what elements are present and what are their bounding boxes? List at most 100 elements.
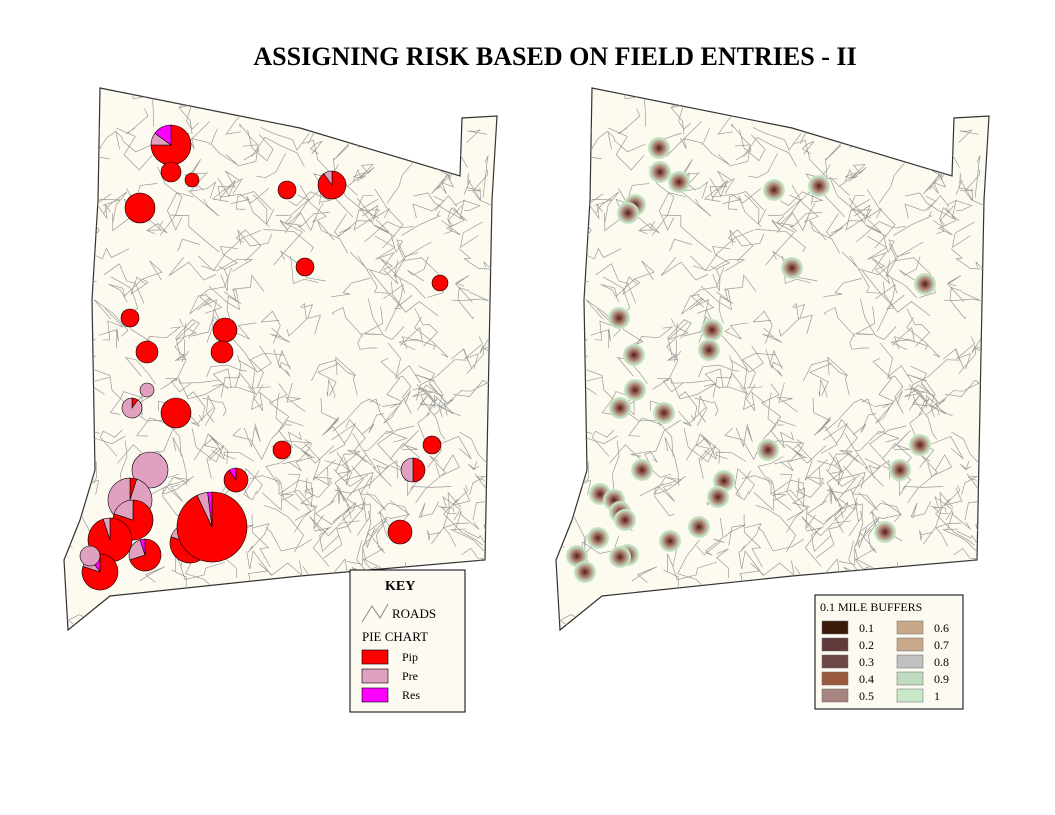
pie-symbol [160,161,182,183]
key-label: Pip [402,650,418,664]
pie-symbol [87,517,133,563]
pie-slice [272,440,292,460]
buffer [624,379,646,401]
pie-slice [121,397,143,419]
pie-symbol [120,308,140,328]
buffer-label: 0.5 [859,689,874,703]
pie-symbol [121,397,143,419]
buffer [617,202,639,224]
pie-slice [150,124,192,166]
pie-symbol [79,545,101,567]
buffer [688,516,710,538]
pie-slice [160,161,182,183]
buffer [614,509,636,531]
buffer [574,561,596,583]
buffer [701,319,723,341]
key-title: KEY [385,579,415,594]
buffer [587,527,609,549]
buffer-label: 0.2 [859,638,874,652]
pie-symbol [135,340,159,364]
pie-symbol [387,519,413,545]
buffer [608,307,630,329]
pie-slice [228,467,237,481]
pie-slice [124,192,156,224]
buffer [653,402,675,424]
buffer-swatch [821,654,849,669]
buffer [757,439,779,461]
pie-slice [120,308,140,328]
buffer [698,339,720,361]
county [555,87,990,632]
buffer [763,179,785,201]
key-swatch [361,668,389,684]
pie-slice [154,124,172,146]
pie-symbol [223,467,249,493]
pie-symbol [128,538,162,572]
buffer [609,397,631,419]
pie-slice [295,257,315,277]
pie-slice [212,317,238,343]
roads-label: ROADS [392,606,436,621]
pie-symbol [139,382,155,398]
buffer-swatch [821,671,849,686]
road-icon [361,603,389,623]
buffer-label: 0.4 [859,672,874,686]
buffer-label: 0.1 [859,621,874,635]
pie-symbol [210,340,234,364]
pie-slice [129,538,162,572]
pie-slice [176,491,248,563]
key-label: Res [402,688,420,702]
pie-slice [277,180,297,200]
pie-slice [422,435,442,455]
pie-symbol [277,180,297,200]
pie-title: PIE CHART [362,629,428,644]
buffer-label: 0.9 [934,672,949,686]
pie-slice [79,545,101,567]
pie-symbol [272,440,292,460]
buffer-swatch [821,620,849,635]
pie-symbol [150,124,192,166]
pie-slice [131,451,169,489]
buffer [659,530,681,552]
right-map [555,87,990,632]
pie-slice [412,457,426,483]
buffer-swatch [821,637,849,652]
buffer [649,161,671,183]
buffer [808,175,830,197]
pie-slice [387,519,413,545]
buffer-label: 0.3 [859,655,874,669]
pie-symbol [131,451,169,489]
buffer-swatch [821,688,849,703]
pie-symbol [212,317,238,343]
pie-slice [160,397,192,429]
buffer [707,486,729,508]
buffer-swatch [896,688,924,703]
buffer-label: 0.8 [934,655,949,669]
county [63,87,498,632]
buffer [781,257,803,279]
key-swatch [361,649,389,665]
buffer-swatch [896,620,924,635]
buffer-legend: 0.1 MILE BUFFERS 0.1 0.2 0.3 0.4 0.5 0.6 0.7 0.… [814,594,964,710]
pie-slice [323,170,333,186]
buffer-label: 0.7 [934,638,949,652]
pie-symbol [400,457,426,483]
legend-title: 0.1 MILE BUFFERS [820,600,922,614]
pie-symbol [184,172,200,188]
buffer-label: 0.6 [934,621,949,635]
buffer [609,546,631,568]
buffer [631,459,653,481]
title: ASSIGNING RISK BASED ON FIELD ENTRIES - … [253,42,856,71]
pie-slice [210,340,234,364]
buffer-label: 1 [934,689,940,703]
pie-symbol [160,397,192,429]
buffer-swatch [896,637,924,652]
buffer [914,273,936,295]
pie-symbol [431,274,449,292]
pie-key: KEY ROADS PIE CHART Pip Pre Res [349,569,466,713]
pie-slice [139,538,146,556]
pie-symbol [124,192,156,224]
pie-slice [184,172,200,188]
pie-symbol [422,435,442,455]
pie-slice [400,457,414,483]
